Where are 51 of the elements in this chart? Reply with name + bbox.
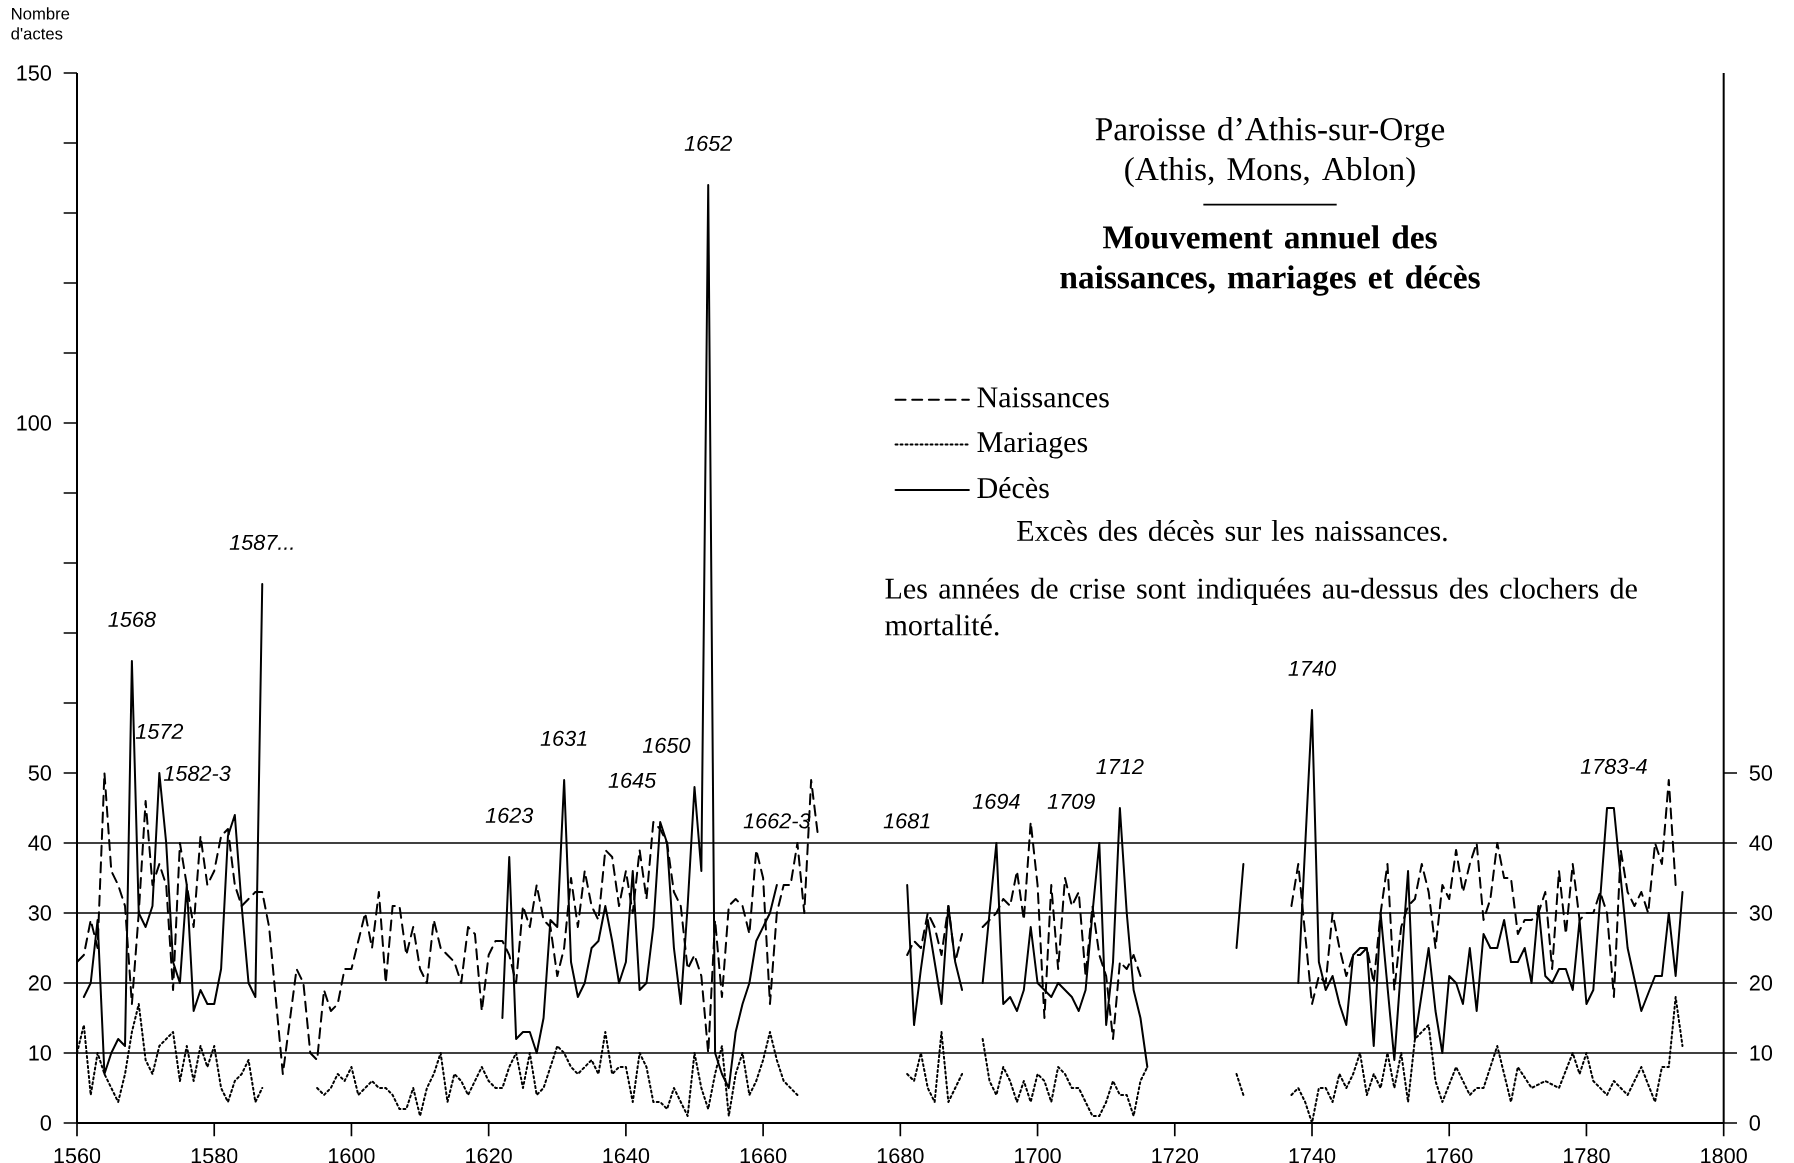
annotation: 1572 (135, 723, 184, 739)
annotation: Excès des décès sur les naissances. (1017, 519, 1447, 542)
y-tick-label: 100 (17, 415, 52, 431)
x-tick-label: 1660 (740, 1148, 787, 1163)
legend-label: Décès (977, 477, 1049, 499)
x-tick-label: 1740 (1289, 1148, 1336, 1163)
annotation: 1694 (972, 793, 1020, 809)
annotation: 1568 (108, 611, 156, 627)
annotation: 1623 (485, 807, 534, 823)
legend-label: Mariages (977, 432, 1088, 459)
x-tick-label: 1680 (877, 1148, 924, 1163)
y-tick-label: 150 (17, 65, 52, 81)
x-tick-label: 1640 (603, 1148, 650, 1163)
x-tick-label: 1560 (54, 1148, 101, 1163)
y-axis-title: Nombre d'actes (11, 7, 70, 40)
y2-tick-label: 0 (1749, 1115, 1760, 1131)
annotation: 1652 (684, 135, 732, 151)
text: Mouvement annuel des naissances, mariages et décès (1060, 225, 1480, 296)
annotation: 1645 (608, 772, 657, 788)
x-tick-label: 1700 (1015, 1148, 1061, 1163)
annotation: 1681 (883, 813, 930, 829)
x-tick-label: 1620 (466, 1148, 512, 1163)
annotation: 1740 (1288, 660, 1336, 676)
x-tick-label: 1580 (191, 1148, 238, 1163)
annotation: 1709 (1047, 793, 1095, 809)
x-tick-label: 1780 (1564, 1148, 1610, 1163)
x-tick-label: 1760 (1426, 1148, 1473, 1163)
x-tick-label: 1600 (329, 1148, 375, 1163)
x-tick-label: 1720 (1152, 1148, 1199, 1163)
y-tick-label: 0 (40, 1115, 52, 1131)
text: Paroisse d’Athis-sur-Orge (Athis, Mons, Ablon) (1095, 116, 1445, 188)
y2-tick-label: 20 (1749, 975, 1773, 991)
y-tick-label: 10 (29, 1045, 52, 1061)
annotation: 1650 (642, 737, 691, 753)
y2-tick-label: 30 (1749, 905, 1773, 921)
y-tick-label: 40 (28, 835, 52, 851)
y2-tick-label: 50 (1749, 765, 1773, 781)
y2-tick-label: 40 (1749, 835, 1773, 851)
legend-label: Naissances (977, 387, 1109, 408)
annotation: 1783-4 (1580, 758, 1647, 774)
y-tick-label: 30 (28, 905, 52, 921)
annotation: Les années de crise sont indiquées au-dessus des clochers de mortalité. (885, 577, 1637, 636)
annotation: 1631 (540, 730, 587, 746)
y2-tick-label: 10 (1750, 1045, 1773, 1061)
annotation: 1582-3 (163, 765, 231, 781)
annotation: 1662-3 (743, 813, 811, 829)
x-tick-label: 1800 (1701, 1148, 1747, 1163)
annotation: 1587... (229, 534, 293, 550)
y-tick-label: 50 (28, 765, 52, 781)
annotation: 1712 (1096, 758, 1144, 774)
y-tick-label: 20 (28, 975, 52, 991)
